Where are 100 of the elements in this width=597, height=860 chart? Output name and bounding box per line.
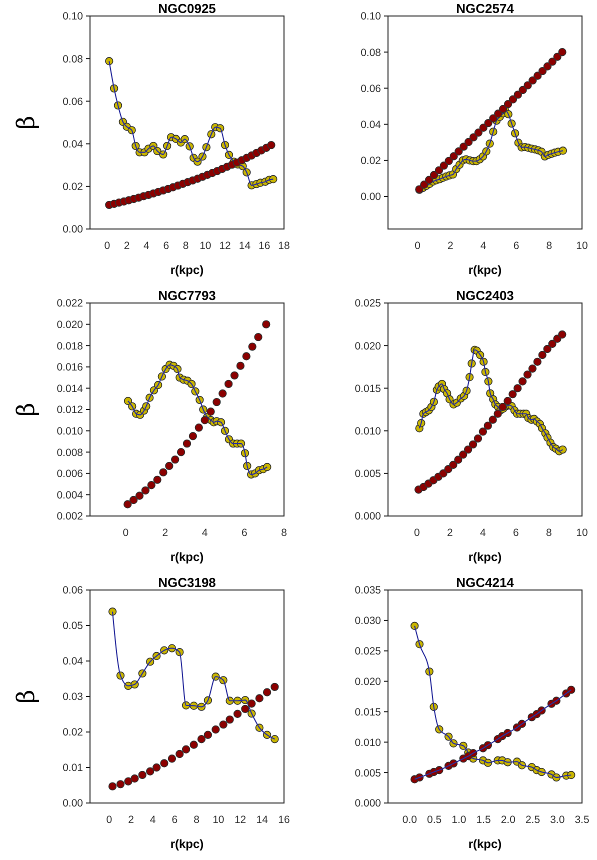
chart-title: NGC0925 <box>158 1 216 16</box>
y-tick-label: 0.005 <box>354 468 382 480</box>
x-tick-label: 0 <box>104 240 110 252</box>
x-tick-label: 6 <box>163 240 170 252</box>
y-axis-title: β <box>12 116 40 130</box>
y-tick-label: 0.010 <box>354 736 382 749</box>
y-tick-label: 0.08 <box>360 46 382 59</box>
x-tick-label: 3.0 <box>550 814 565 826</box>
y-tick-label: 0.005 <box>354 767 382 780</box>
x-axis-title: r(kpc) <box>170 837 204 851</box>
x-tick-label: 10 <box>212 814 224 826</box>
x-tick-label: 4 <box>202 527 208 539</box>
x-tick-label: 10 <box>576 527 588 539</box>
y-tick-label: 0.02 <box>62 726 84 739</box>
x-tick-label: 1.0 <box>452 814 466 826</box>
y-tick-label: 0.020 <box>56 318 84 331</box>
x-tick-label: 0 <box>106 814 112 826</box>
x-tick-label: 0.0 <box>402 814 418 826</box>
y-axis-title: β <box>12 690 40 704</box>
x-tick-label: 2 <box>128 814 134 826</box>
y-tick-label: 0.015 <box>354 706 382 718</box>
y-tick-label: 0.006 <box>56 468 84 480</box>
y-tick-label: 0.020 <box>354 676 382 688</box>
x-tick-label: 8 <box>281 527 288 539</box>
y-tick-label: 0.04 <box>62 138 84 150</box>
x-tick-label: 2 <box>446 527 453 539</box>
y-tick-label: 0.020 <box>354 340 382 352</box>
x-tick-label: 4 <box>150 814 156 826</box>
x-tick-label: 4 <box>480 527 486 539</box>
x-tick-label: 2 <box>124 240 130 252</box>
x-tick-label: 0 <box>414 240 421 252</box>
x-tick-label: 18 <box>278 240 290 252</box>
y-tick-label: 0.008 <box>56 446 84 459</box>
y-tick-label: 0.025 <box>354 298 382 310</box>
y-tick-label: 0.025 <box>354 646 382 658</box>
x-axis-title: r(kpc) <box>468 550 502 564</box>
x-axis-title: r(kpc) <box>170 550 204 564</box>
x-tick-label: 4 <box>480 240 486 252</box>
x-tick-label: 4 <box>144 240 150 252</box>
x-tick-label: 8 <box>546 240 552 252</box>
y-tick-label: 0.010 <box>56 425 84 438</box>
y-tick-label: 0.022 <box>56 298 84 310</box>
x-tick-label: 3.5 <box>574 814 590 826</box>
y-tick-label: 0.02 <box>360 155 382 168</box>
y-tick-label: 0.015 <box>354 382 382 395</box>
y-tick-label: 0.04 <box>360 118 382 131</box>
x-tick-label: 6 <box>513 527 520 539</box>
y-tick-label: 0.05 <box>62 620 84 632</box>
x-tick-label: 0 <box>414 527 420 539</box>
x-tick-label: 16 <box>258 240 270 252</box>
y-tick-label: 0.035 <box>354 584 382 597</box>
y-tick-label: 0.018 <box>56 340 84 352</box>
y-tick-label: 0.014 <box>56 382 84 395</box>
y-tick-label: 0.00 <box>62 224 84 236</box>
y-tick-label: 0.10 <box>62 10 84 23</box>
x-tick-label: 16 <box>278 814 290 826</box>
y-tick-label: 0.06 <box>62 584 84 597</box>
x-tick-label: 12 <box>234 814 246 826</box>
y-tick-label: 0.00 <box>360 191 382 204</box>
y-axis-title: β <box>12 402 40 416</box>
x-axis-title: r(kpc) <box>468 263 502 277</box>
x-axis-title: r(kpc) <box>170 263 204 277</box>
y-tick-label: 0.012 <box>56 404 84 416</box>
x-tick-label: 1.5 <box>476 814 491 826</box>
x-tick-label: 6 <box>513 240 520 252</box>
y-tick-label: 0.01 <box>62 762 84 774</box>
y-tick-label: 0.030 <box>354 615 382 628</box>
y-tick-label: 0.02 <box>62 181 84 194</box>
y-tick-label: 0.06 <box>360 82 382 95</box>
x-tick-label: 14 <box>256 814 268 826</box>
x-tick-label: 10 <box>576 240 588 252</box>
x-tick-label: 0 <box>122 527 129 539</box>
x-tick-label: 10 <box>200 240 212 252</box>
x-tick-label: 8 <box>194 814 200 826</box>
y-tick-label: 0.010 <box>354 425 382 438</box>
y-tick-label: 0.04 <box>62 656 84 668</box>
x-tick-label: 8 <box>546 527 552 539</box>
y-tick-label: 0.00 <box>62 798 84 810</box>
chart-title: NGC2403 <box>456 288 514 303</box>
chart-title: NGC7793 <box>158 288 216 303</box>
chart-title: NGC2574 <box>456 1 515 16</box>
y-tick-label: 0.06 <box>62 96 84 108</box>
x-tick-label: 12 <box>219 240 232 252</box>
x-tick-label: 2.5 <box>525 814 540 826</box>
y-tick-label: 0.000 <box>354 798 382 810</box>
x-tick-label: 2 <box>448 240 454 252</box>
y-tick-label: 0.10 <box>360 10 382 23</box>
x-tick-label: 2.0 <box>500 814 516 826</box>
x-tick-label: 2 <box>162 527 168 539</box>
x-axis-title: r(kpc) <box>468 837 502 851</box>
y-tick-label: 0.004 <box>56 489 84 502</box>
y-tick-label: 0.016 <box>56 362 84 374</box>
x-tick-label: 6 <box>172 814 178 826</box>
y-tick-label: 0.002 <box>56 510 84 523</box>
y-tick-label: 0.03 <box>62 691 84 704</box>
x-tick-label: 0.5 <box>426 814 442 826</box>
y-tick-label: 0.08 <box>62 53 84 66</box>
x-tick-label: 6 <box>241 527 248 539</box>
chart-title: NGC4214 <box>456 575 515 590</box>
y-tick-label: 0.000 <box>354 510 382 523</box>
